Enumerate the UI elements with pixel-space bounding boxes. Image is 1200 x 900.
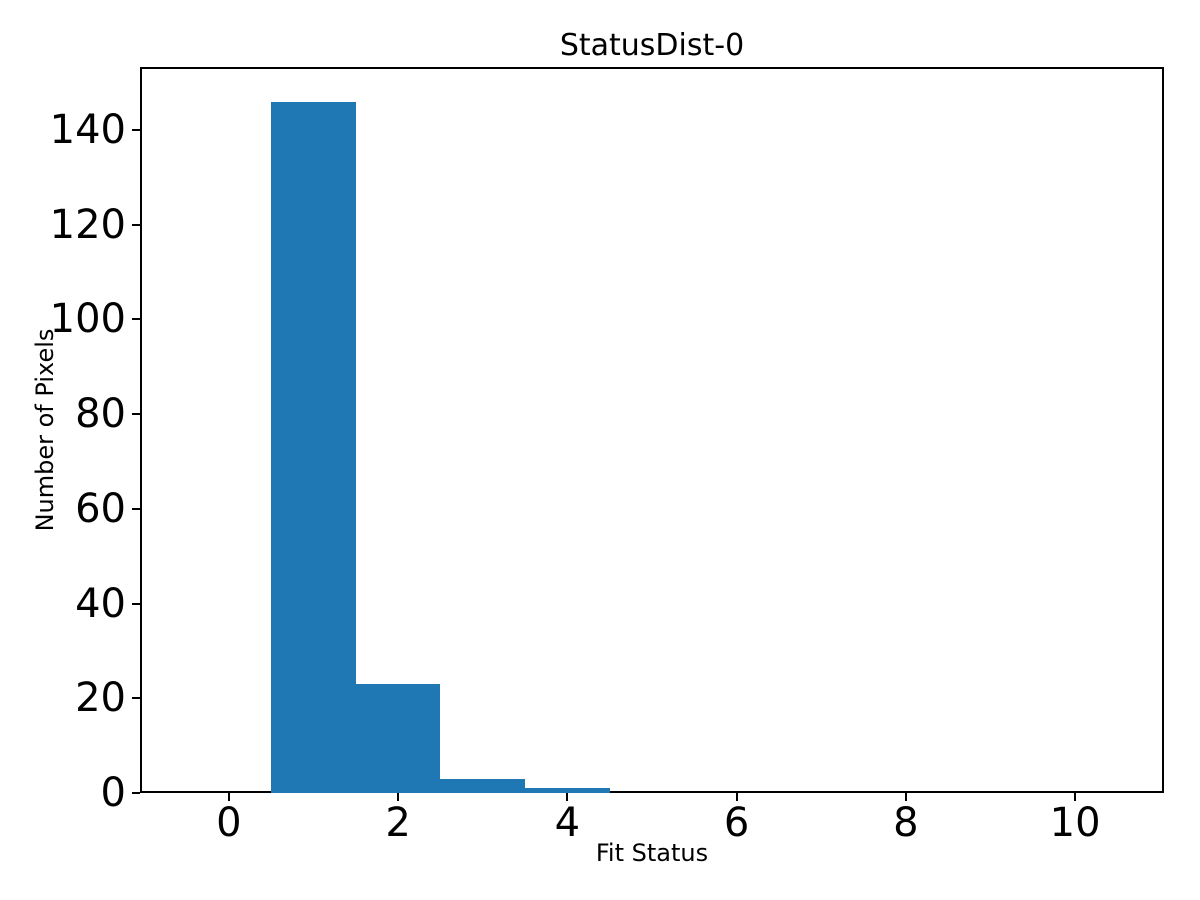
y-tick-label: 20: [75, 675, 126, 722]
y-tick-label: 140: [49, 106, 126, 153]
y-tick-mark: [132, 223, 140, 226]
y-tick-mark: [132, 602, 140, 605]
histogram-bar: [355, 684, 441, 793]
x-tick-mark: [397, 793, 400, 801]
left-spine: [140, 67, 142, 793]
y-tick-label: 100: [49, 296, 126, 343]
y-tick-mark: [132, 792, 140, 794]
plot-area: 0 2 4 6 8 10 0 20 40 60 80 100 120 140: [50, 67, 1164, 845]
y-tick-label: 120: [49, 201, 126, 248]
y-tick-label: 80: [75, 391, 126, 438]
histogram-bar: [271, 101, 356, 793]
y-tick-mark: [132, 318, 140, 321]
x-tick-mark: [1074, 793, 1077, 801]
y-tick-label: 0: [100, 770, 126, 816]
x-tick-mark: [566, 793, 569, 801]
x-tick-label: 0: [216, 800, 242, 846]
x-tick-label: 2: [385, 800, 411, 846]
bottom-spine: [140, 791, 1164, 793]
top-spine: [140, 67, 1164, 69]
x-tick-label: 10: [1049, 800, 1101, 846]
x-tick-label: 6: [723, 800, 750, 846]
histogram-bar: [525, 788, 610, 793]
y-tick-label: 40: [75, 580, 126, 627]
x-tick-label: 4: [554, 800, 581, 846]
y-tick-mark: [132, 128, 140, 131]
x-tick-mark: [227, 793, 230, 801]
right-spine: [1162, 67, 1164, 793]
x-axis-label: Fit Status: [595, 839, 709, 867]
x-tick-mark: [904, 793, 907, 801]
x-tick-label: 8: [893, 800, 919, 846]
histogram-bar: [440, 778, 526, 793]
chart-title: StatusDist-0: [559, 28, 745, 63]
y-tick-mark: [132, 413, 140, 416]
y-tick-mark: [132, 507, 140, 510]
x-tick-mark: [735, 793, 738, 801]
y-tick-label: 60: [75, 485, 126, 532]
y-tick-mark: [132, 697, 140, 700]
